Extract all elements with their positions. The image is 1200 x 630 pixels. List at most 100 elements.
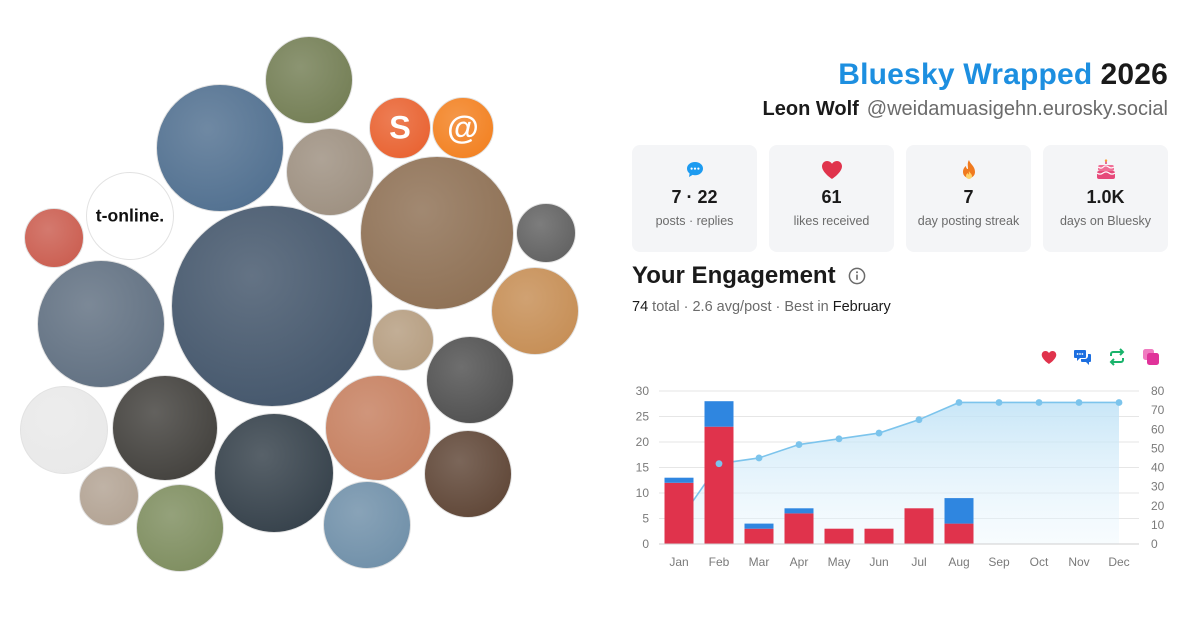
stat-card-posts: 7 · 22 posts · replies bbox=[632, 145, 757, 252]
info-icon[interactable] bbox=[848, 267, 866, 285]
legend-reposts-icon[interactable] bbox=[1106, 346, 1128, 368]
avatar-jupiter-planet[interactable] bbox=[171, 205, 373, 407]
avatar-substack-logo[interactable]: S bbox=[369, 97, 431, 159]
y-tick-label: 5 bbox=[642, 512, 649, 526]
flame-icon bbox=[906, 159, 1031, 181]
y-tick-label: 0 bbox=[642, 537, 649, 551]
cumulative-point-dec bbox=[1115, 399, 1123, 406]
avatar-aircraft-carrier[interactable] bbox=[323, 481, 411, 569]
stat-value-likes: 61 bbox=[821, 187, 842, 207]
avatar-at-sign-logo-label: @ bbox=[447, 109, 479, 146]
stat-value-posts: 7 · 22 bbox=[671, 187, 718, 207]
user-name: Leon Wolf bbox=[762, 98, 859, 120]
avatar-soldier-field[interactable] bbox=[265, 36, 353, 124]
speech-bubble-icon bbox=[632, 159, 757, 181]
avatar-cartoon-farmer[interactable] bbox=[24, 208, 84, 268]
y2-tick-label: 10 bbox=[1151, 518, 1165, 532]
cumulative-point-sep bbox=[995, 399, 1003, 406]
avatar-man-hands-on-face[interactable] bbox=[325, 375, 431, 481]
stat-card-likes: 61 likes received bbox=[769, 145, 894, 252]
x-tick-label: Dec bbox=[1108, 555, 1129, 569]
y-tick-label: 15 bbox=[636, 461, 650, 475]
avatar-tyrion-lannister[interactable] bbox=[424, 430, 512, 518]
brand-title: Bluesky Wrapped bbox=[838, 58, 1093, 91]
engagement-best-month: February bbox=[832, 299, 891, 315]
y-tick-label: 10 bbox=[636, 486, 650, 500]
engagement-title: Your Engagement bbox=[632, 262, 866, 290]
bar-series1-feb bbox=[704, 401, 734, 427]
year-title: 2026 bbox=[1100, 58, 1168, 91]
bar-series1-aug bbox=[944, 498, 974, 524]
engagement-total-word: total bbox=[652, 299, 680, 315]
avatar-bearded-man-dark[interactable] bbox=[112, 375, 218, 481]
x-tick-label: Apr bbox=[790, 555, 809, 569]
x-tick-label: Jul bbox=[911, 555, 926, 569]
avatar-t-online-logo-label: t-online. bbox=[95, 205, 165, 226]
y2-tick-label: 40 bbox=[1151, 461, 1165, 475]
bar-series0-mar bbox=[744, 528, 774, 544]
legend-likes-heart-icon[interactable] bbox=[1038, 346, 1060, 368]
chart-legend bbox=[1038, 346, 1168, 368]
engagement-chart: 0 5 10 15 20 25 30 0 10 20 30 40 50 60 70 80 Jan Feb Mar Ap… bbox=[636, 384, 1165, 569]
cumulative-point-nov bbox=[1075, 399, 1083, 406]
heart-icon bbox=[769, 159, 894, 181]
cake-icon bbox=[1043, 159, 1168, 181]
avatar-t-online-logo[interactable]: t-online. bbox=[86, 172, 174, 260]
y2-tick-label: 30 bbox=[1151, 480, 1165, 494]
page-title: Bluesky Wrapped 2026 bbox=[763, 58, 1168, 92]
legend-quotes-icon[interactable] bbox=[1140, 346, 1162, 368]
y2-tick-label: 70 bbox=[1151, 403, 1165, 417]
avatar-substack-logo-label: S bbox=[389, 109, 411, 146]
bar-series0-may bbox=[824, 528, 854, 544]
cumulative-point-aug bbox=[955, 399, 963, 406]
x-tick-label: Jan bbox=[669, 555, 688, 569]
stats-row: 7 · 22 posts · replies 61 likes received… bbox=[632, 145, 1168, 253]
stat-label-streak: day posting streak bbox=[917, 214, 1020, 228]
avatar-businessman-suit[interactable] bbox=[37, 260, 165, 388]
bar-series1-apr bbox=[784, 508, 814, 514]
bar-series0-jan bbox=[664, 482, 694, 544]
stat-card-days: 1.0K days on Bluesky bbox=[1043, 145, 1168, 252]
legend-replies-bubbles-icon[interactable] bbox=[1072, 346, 1094, 368]
x-tick-label: Nov bbox=[1068, 555, 1089, 569]
avatar-gas-mask-man[interactable] bbox=[286, 128, 374, 216]
cumulative-area bbox=[679, 402, 1119, 544]
stat-label-likes: likes received bbox=[793, 214, 870, 228]
cumulative-line bbox=[678, 401, 1119, 522]
cumulative-point-oct bbox=[1035, 399, 1043, 406]
avatar-karl-marx[interactable] bbox=[516, 203, 576, 263]
avatar-rocket-launch-field[interactable] bbox=[136, 484, 224, 572]
avatar-at-sign-logo[interactable]: @ bbox=[432, 97, 494, 159]
cumulative-point-jul bbox=[915, 416, 923, 424]
avatar-cartoon-yankees-cap[interactable] bbox=[156, 84, 284, 212]
wrapped-header: Bluesky Wrapped 2026 Leon Wolf @weidamuasi… bbox=[763, 58, 1168, 121]
engagement-title-text: Your Engagement bbox=[632, 262, 836, 289]
avatar-woman-with-dog[interactable] bbox=[360, 156, 514, 310]
bar-series0-apr bbox=[784, 513, 814, 544]
cumulative-point-apr bbox=[795, 441, 803, 448]
engagement-summary: 74 total · 2.6 avg/post · Best in Februa… bbox=[632, 299, 891, 315]
avatar-black-cat-pilot[interactable] bbox=[214, 413, 334, 533]
user-handle[interactable]: @weidamuasigehn.eurosky.social bbox=[866, 98, 1168, 120]
x-tick-label: May bbox=[828, 555, 851, 569]
avatar-smiling-man[interactable] bbox=[372, 309, 434, 371]
cumulative-point-mar bbox=[755, 454, 763, 462]
avatar-little-my-figure[interactable] bbox=[491, 267, 579, 355]
avatar-dont-ridicule-poster[interactable] bbox=[426, 336, 514, 424]
y-tick-label: 25 bbox=[636, 410, 650, 424]
y2-tick-label: 50 bbox=[1151, 441, 1165, 455]
y2-tick-label: 0 bbox=[1151, 537, 1158, 551]
avatar-statler-muppet[interactable] bbox=[20, 386, 108, 474]
y-tick-label: 30 bbox=[636, 384, 650, 398]
x-tick-label: Aug bbox=[948, 555, 969, 569]
bar-series0-aug bbox=[944, 523, 974, 544]
stat-card-streak: 7 day posting streak bbox=[906, 145, 1031, 252]
bar-series1-jan bbox=[664, 477, 694, 483]
x-tick-label: Feb bbox=[709, 555, 730, 569]
y-tick-label: 20 bbox=[636, 435, 650, 449]
bar-series0-jun bbox=[864, 528, 894, 544]
engagement-total: 74 bbox=[632, 299, 649, 315]
avatar-person-red-cross[interactable] bbox=[79, 466, 139, 526]
x-tick-label: Oct bbox=[1030, 555, 1049, 569]
bar-series0-jul bbox=[904, 508, 934, 544]
